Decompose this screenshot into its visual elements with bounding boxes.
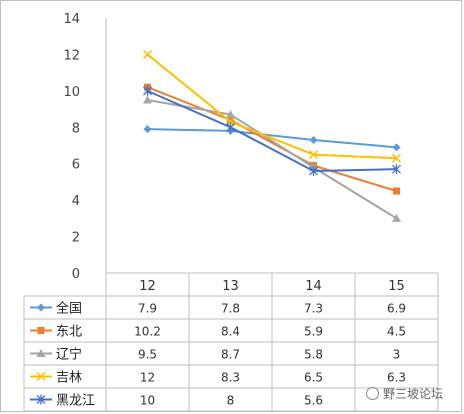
table-value: 8	[227, 394, 235, 408]
data-point	[393, 187, 400, 195]
data-point	[391, 153, 402, 163]
series-line	[146, 53, 397, 160]
table-value: 6.5	[304, 371, 323, 385]
table-value: 8.4	[221, 325, 240, 339]
table-value: 8.3	[221, 371, 240, 385]
table-value: 5.6	[304, 394, 323, 408]
legend-key-marker	[36, 349, 46, 357]
legend-key-marker	[36, 371, 46, 382]
data-point	[309, 136, 318, 145]
table-value: 3	[393, 348, 401, 362]
legend-series-name: 吉林	[56, 371, 82, 386]
y-tick-label: 6	[72, 158, 80, 173]
data-point	[392, 164, 401, 175]
table-value: 7.3	[304, 302, 323, 316]
table-value: 10.2	[134, 325, 161, 339]
y-tick-label: 10	[63, 85, 80, 100]
data-point	[392, 213, 401, 222]
data-point	[143, 125, 152, 134]
data-point	[308, 150, 319, 160]
table-value: 7.8	[221, 302, 240, 316]
data-point	[227, 116, 234, 124]
data-point	[392, 143, 401, 152]
table-value: 8.7	[221, 348, 240, 362]
data-point	[309, 166, 318, 176]
series-line	[147, 98, 398, 220]
y-tick-label: 14	[63, 12, 80, 27]
table-value: 6.3	[387, 371, 406, 385]
series-line	[147, 128, 397, 149]
table-value: 5.9	[304, 325, 323, 339]
table-value: 12	[140, 371, 155, 385]
watermark: 野三坡论坛	[366, 385, 443, 402]
legend-series-name: 辽宁	[56, 347, 82, 363]
data-point	[226, 110, 235, 119]
y-tick-label: 2	[72, 231, 80, 246]
table-value: 9.5	[138, 348, 157, 362]
watermark-text: 野三坡论坛	[383, 387, 444, 401]
table-value: 10	[140, 394, 155, 408]
series-line	[147, 89, 397, 172]
table-value: 5.8	[304, 348, 323, 362]
table-value: 6.9	[387, 302, 406, 316]
legend-series-name: 黑龙江	[56, 394, 95, 409]
legend-key-marker	[37, 303, 45, 312]
legend-key-marker	[37, 327, 45, 334]
category-label: 12	[139, 279, 156, 294]
data-point	[143, 85, 152, 96]
legend-series-name: 东北	[56, 325, 82, 340]
data-point	[142, 49, 153, 59]
wechat-icon	[366, 387, 379, 400]
data-point	[226, 122, 235, 133]
category-label: 13	[222, 279, 239, 294]
category-label: 14	[305, 279, 322, 294]
table-value: 7.9	[138, 302, 157, 316]
y-tick-label: 0	[72, 267, 80, 282]
category-label: 15	[388, 279, 405, 294]
legend-series-name: 全国	[56, 301, 82, 317]
y-tick-label: 12	[63, 48, 80, 63]
y-tick-label: 4	[72, 194, 80, 209]
data-point	[143, 95, 152, 104]
series-line	[147, 86, 397, 192]
y-tick-label: 8	[72, 121, 80, 136]
table-value: 4.5	[387, 325, 406, 339]
legend-key-marker	[36, 394, 46, 405]
